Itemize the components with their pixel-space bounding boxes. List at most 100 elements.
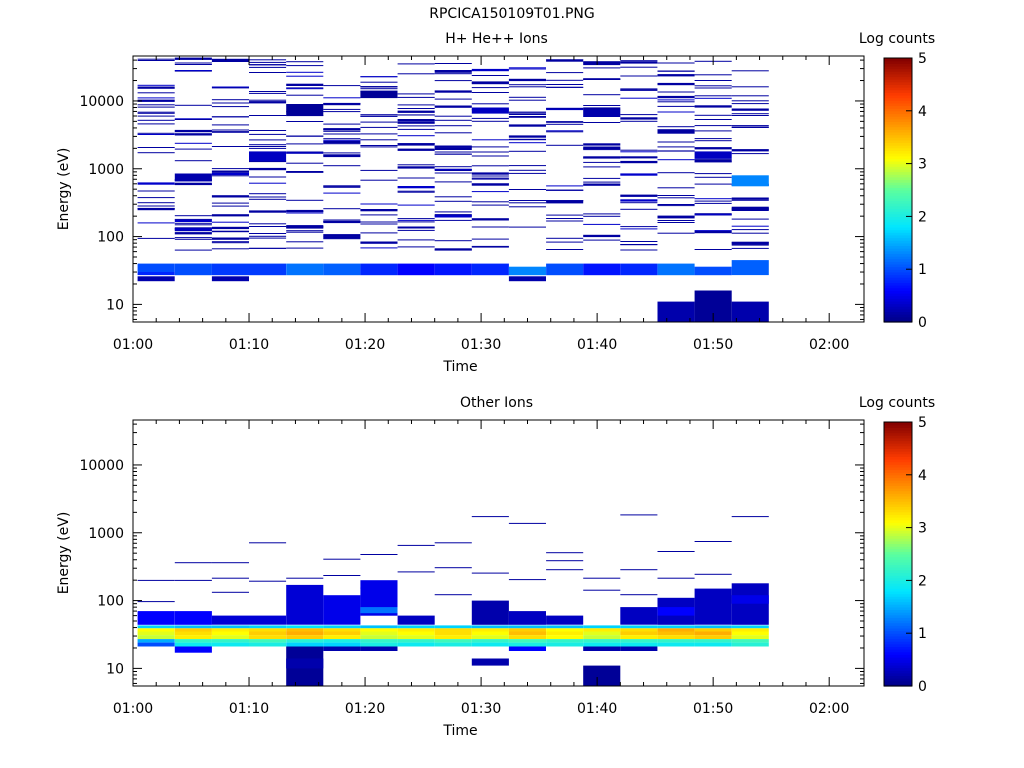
colorbar-segment [884,200,912,204]
heatmap-sparse-cell [323,123,361,125]
colorbar-tick-label: 3 [918,157,927,173]
heatmap-sparse-cell [397,104,435,106]
heatmap-line-cell [249,580,287,582]
heatmap-sparse-cell [174,238,212,240]
heatmap-sparse-cell [286,230,324,232]
heatmap-sparse-cell [583,223,621,225]
heatmap-sparse-cell [249,196,287,198]
heatmap-band-cell [211,625,249,629]
heatmap-sparse-cell [583,177,621,179]
heatmap-sparse-cell [323,152,361,154]
heatmap-cell [471,263,509,276]
colorbar-segment [884,503,912,508]
colorbar-segment [884,577,912,581]
colorbar-segment [884,572,912,576]
heatmap-sparse-cell [508,96,546,98]
x-tick-label: 01:40 [577,701,617,717]
heatmap-sparse-cell [249,133,287,135]
heatmap-sparse-cell [174,228,212,231]
heatmap-sparse-cell [397,204,435,206]
heatmap-cell [731,260,769,276]
heatmap-band-cell [360,625,398,629]
heatmap-sparse-cell [471,87,509,89]
colorbar-segment [884,485,912,489]
heatmap-sparse-cell [657,141,695,143]
heatmap-sparse-cell [583,156,621,159]
heatmap-band-cell [583,628,621,632]
colorbar-segment [884,654,912,658]
heatmap-sparse-cell [434,73,472,75]
heatmap-sparse-cell [508,150,546,152]
colorbar-segment [884,300,912,305]
heatmap-sparse-cell [694,97,732,99]
y-tick-label: 1000 [88,162,124,178]
colorbar-segment [884,192,912,196]
heatmap-sparse-cell [694,198,732,200]
x-tick-label: 02:00 [809,337,849,353]
heatmap-cell [397,263,435,276]
y-tick-label: 10 [106,297,124,313]
colorbar-segment [884,622,912,626]
heatmap-sparse-cell [546,200,584,202]
heatmap-sparse-cell [249,161,287,163]
heatmap-band-cell [546,635,584,640]
heatmap-sparse-cell [471,139,509,141]
heatmap-cell [731,583,769,625]
colorbar-segment [884,453,912,457]
heatmap-sparse-cell [397,164,435,166]
heatmap-sparse-cell [323,97,361,99]
heatmap-line-cell [546,560,584,562]
heatmap-sparse-cell [694,74,732,76]
colorbar-segment [884,556,912,560]
heatmap-sparse-cell [620,61,658,64]
colorbar-segment [884,675,912,679]
heatmap-band-cell [583,642,621,647]
colorbar-segment [884,102,912,107]
heatmap-sparse-cell [137,197,175,199]
heatmap-sparse-cell [323,238,361,240]
y-tick-label: 100 [97,594,124,610]
heatmap-band-cell [323,631,361,636]
colorbar-segment [884,118,912,122]
colorbar-segment [884,187,912,191]
heatmap-sparse-cell [508,202,546,204]
x-tick-label: 01:40 [577,337,617,353]
heatmap-sparse-cell [546,123,584,125]
heatmap-cells [137,514,769,686]
heatmap-sparse-cell [694,161,732,163]
colorbar-segment [884,506,912,510]
heatmap-sparse-cell [174,57,212,60]
heatmap-band-cell [434,642,472,647]
heatmap-cell [323,263,361,276]
heatmap-sparse-cell [286,75,324,77]
colorbar-segment [884,137,912,141]
heatmap-sparse-cell [211,214,249,216]
heatmap-sparse-cell [434,151,472,153]
colorbar-segment [884,237,912,241]
heatmap-line-cell [137,601,175,603]
colorbar-segment [884,234,912,239]
heatmap-sparse-cell [249,139,287,141]
heatmap-band-cell [174,625,212,629]
heatmap-sparse-cell [583,181,621,183]
heatmap-sparse-cell [694,249,732,250]
colorbar-frame [883,57,913,323]
heatmap-band-cell [694,625,732,629]
colorbar-segment [884,319,912,323]
heatmap-sparse-cell [360,169,398,171]
heatmap-sparse-cell [323,102,361,106]
heatmap-sparse-cell [694,200,732,202]
colorbar-segment [884,124,912,128]
colorbar-tick-label: 0 [918,679,927,695]
colorbar-segment [884,205,912,210]
heatmap-band-cell [583,625,621,629]
heatmap-sparse-cell [137,84,175,86]
heatmap-band-cell [360,628,398,632]
heatmap-band-cell [397,635,435,640]
colorbar-segment [884,248,912,252]
heatmap-sparse-cell [249,176,287,178]
heatmap-sparse-cell [694,230,732,232]
heatmap-sparse-cell [694,80,732,81]
heatmap-sparse-cell [657,232,695,234]
heatmap-sparse-cell [249,193,287,195]
